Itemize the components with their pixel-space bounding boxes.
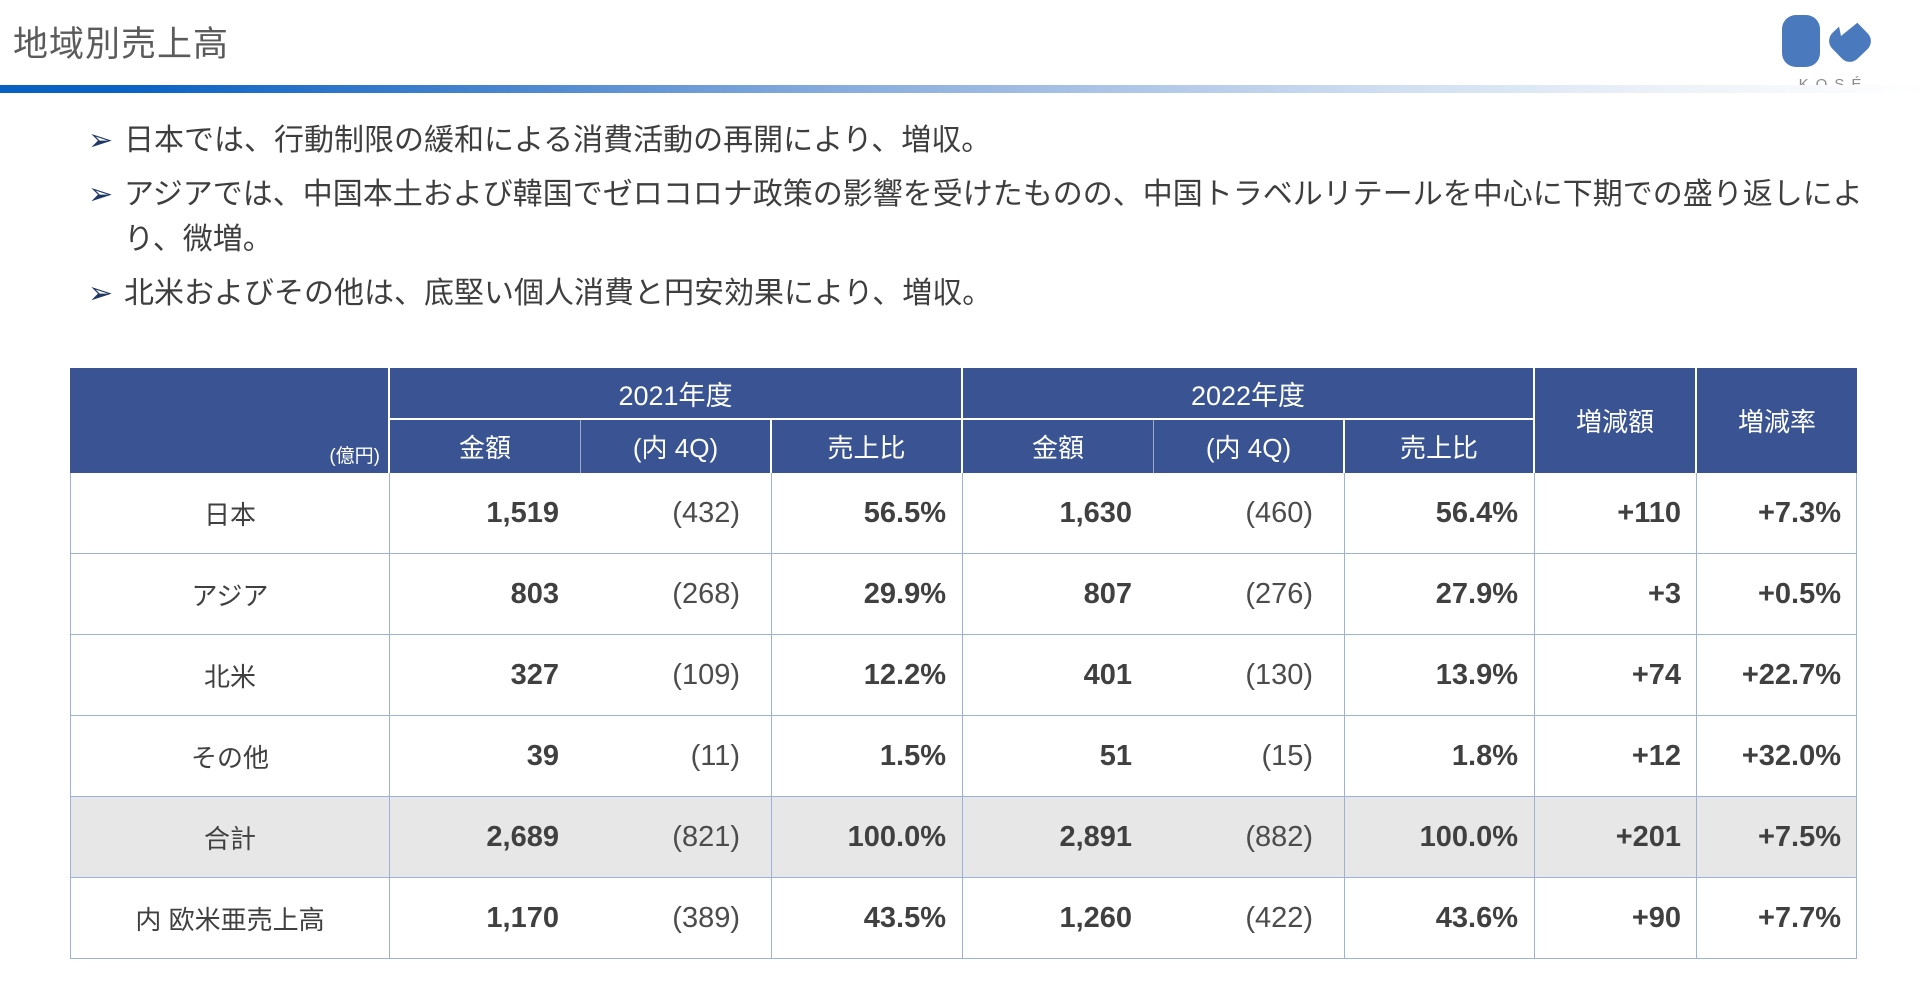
amount-2022-cell: 1,630 bbox=[963, 473, 1155, 554]
region-cell: 日本 bbox=[70, 473, 390, 554]
q4-2021-cell: (11) bbox=[581, 716, 772, 797]
region-cell: その他 bbox=[70, 716, 390, 797]
change-amount-cell: +3 bbox=[1535, 554, 1698, 635]
q4-2021-cell: (821) bbox=[581, 797, 772, 878]
amount-2022-cell: 401 bbox=[963, 635, 1155, 716]
q4-2022-cell: (276) bbox=[1154, 554, 1346, 635]
amount-2021-cell: 1,519 bbox=[390, 473, 581, 554]
region-cell: 北米 bbox=[70, 635, 390, 716]
amount-2021-cell: 327 bbox=[390, 635, 581, 716]
region-cell: 内 欧米亜売上高 bbox=[70, 878, 390, 959]
arrow-bullet-icon: ➢ bbox=[88, 277, 114, 310]
bullet-text: 日本では、行動制限の緩和による消費活動の再開により、増収。 bbox=[124, 124, 992, 157]
unit-label: (億円) bbox=[329, 446, 380, 467]
summary-bullets: ➢ 日本では、行動制限の緩和による消費活動の再開により、増収。 ➢ アジアでは、… bbox=[88, 118, 1888, 325]
q4-2022-cell: (460) bbox=[1154, 473, 1346, 554]
amount-2021-cell: 1,170 bbox=[390, 878, 581, 959]
kose-logo-icon bbox=[1782, 12, 1871, 67]
change-amount-cell: +201 bbox=[1535, 797, 1698, 878]
ratio-2022-cell: 100.0% bbox=[1345, 797, 1536, 878]
amount-2021-cell: 2,689 bbox=[390, 797, 581, 878]
bullet-japan: ➢ 日本では、行動制限の緩和による消費活動の再開により、増収。 bbox=[88, 118, 1888, 163]
change-rate-cell: +7.3% bbox=[1697, 473, 1858, 554]
bullet-north-america: ➢ 北米およびその他は、底堅い個人消費と円安効果により、増収。 bbox=[88, 271, 1888, 316]
ratio-2021-cell: 29.9% bbox=[772, 554, 964, 635]
header-row-years: (億円) 2021年度 2022年度 増減額 増減率 bbox=[70, 368, 1858, 473]
q4-2022-cell: (882) bbox=[1154, 797, 1346, 878]
q4-2021-cell: (432) bbox=[581, 473, 772, 554]
table-row-total: 合計 2,689 (821) 100.0% 2,891 (882) 100.0%… bbox=[70, 797, 1858, 878]
kose-logo: KOSÉ bbox=[1776, 12, 1884, 93]
q4-header-2022: (内 4Q) bbox=[1154, 420, 1346, 473]
amount-2022-cell: 1,260 bbox=[963, 878, 1155, 959]
amount-header-2022: 金額 bbox=[963, 420, 1155, 473]
q4-2021-cell: (109) bbox=[581, 635, 772, 716]
fy2022-header: 2022年度 bbox=[963, 368, 1536, 420]
table-row-japan: 日本 1,519 (432) 56.5% 1,630 (460) 56.4% +… bbox=[70, 473, 1858, 554]
change-rate-header: 増減率 bbox=[1697, 368, 1858, 473]
ratio-2022-cell: 13.9% bbox=[1345, 635, 1536, 716]
q4-2021-cell: (389) bbox=[581, 878, 772, 959]
change-rate-cell: +0.5% bbox=[1697, 554, 1858, 635]
change-amount-header: 増減額 bbox=[1535, 368, 1698, 473]
q4-2022-cell: (422) bbox=[1154, 878, 1346, 959]
table-row-other: その他 39 (11) 1.5% 51 (15) 1.8% +12 +32.0% bbox=[70, 716, 1858, 797]
change-amount-cell: +12 bbox=[1535, 716, 1698, 797]
amount-2021-cell: 803 bbox=[390, 554, 581, 635]
table-row-north-america: 北米 327 (109) 12.2% 401 (130) 13.9% +74 +… bbox=[70, 635, 1858, 716]
header-row-sub: 金額 (内 4Q) 売上比 金額 (内 4Q) 売上比 bbox=[70, 420, 1857, 473]
change-amount-cell: +90 bbox=[1535, 878, 1698, 959]
ratio-2022-cell: 56.4% bbox=[1345, 473, 1536, 554]
arrow-bullet-icon: ➢ bbox=[88, 124, 114, 157]
amount-2022-cell: 2,891 bbox=[963, 797, 1155, 878]
ratio-2021-cell: 100.0% bbox=[772, 797, 964, 878]
bullet-asia: ➢ アジアでは、中国本土および韓国でゼロコロナ政策の影響を受けたものの、中国トラ… bbox=[88, 172, 1888, 262]
data-table: (億円) 2021年度 2022年度 増減額 増減率 金額 (内 4Q) 売上比… bbox=[70, 368, 1858, 959]
ratio-2022-cell: 43.6% bbox=[1345, 878, 1536, 959]
change-amount-cell: +110 bbox=[1535, 473, 1698, 554]
bullet-text: 北米およびその他は、底堅い個人消費と円安効果により、増収。 bbox=[124, 277, 993, 310]
change-amount-cell: +74 bbox=[1535, 635, 1698, 716]
table-row-euramerica-asia: 内 欧米亜売上高 1,170 (389) 43.5% 1,260 (422) 4… bbox=[70, 878, 1858, 959]
amount-2021-cell: 39 bbox=[390, 716, 581, 797]
ratio-header-2021: 売上比 bbox=[772, 420, 964, 473]
region-cell: 合計 bbox=[70, 797, 390, 878]
ratio-2022-cell: 27.9% bbox=[1345, 554, 1536, 635]
ratio-header-2022: 売上比 bbox=[1345, 420, 1536, 473]
bullet-text: アジアでは、中国本土および韓国でゼロコロナ政策の影響を受けたものの、中国トラベル… bbox=[124, 178, 1863, 256]
change-rate-cell: +22.7% bbox=[1697, 635, 1858, 716]
fy2021-header: 2021年度 bbox=[390, 368, 964, 420]
change-rate-cell: +32.0% bbox=[1697, 716, 1858, 797]
ratio-2021-cell: 43.5% bbox=[772, 878, 964, 959]
amount-2022-cell: 807 bbox=[963, 554, 1155, 635]
ratio-2021-cell: 12.2% bbox=[772, 635, 964, 716]
q4-2022-cell: (130) bbox=[1154, 635, 1346, 716]
ratio-2021-cell: 1.5% bbox=[772, 716, 964, 797]
sales-by-region-table: (億円) 2021年度 2022年度 増減額 増減率 金額 (内 4Q) 売上比… bbox=[70, 368, 1858, 959]
region-header-cell: (億円) bbox=[70, 368, 390, 473]
title-accent-bar bbox=[0, 85, 1926, 93]
q4-2022-cell: (15) bbox=[1154, 716, 1346, 797]
page-title: 地域別売上高 bbox=[13, 25, 230, 64]
arrow-bullet-icon: ➢ bbox=[88, 178, 114, 211]
ratio-2021-cell: 56.5% bbox=[772, 473, 964, 554]
change-rate-cell: +7.7% bbox=[1697, 878, 1858, 959]
q4-header-2021: (内 4Q) bbox=[581, 420, 772, 473]
amount-2022-cell: 51 bbox=[963, 716, 1155, 797]
q4-2021-cell: (268) bbox=[581, 554, 772, 635]
amount-header-2021: 金額 bbox=[390, 420, 581, 473]
ratio-2022-cell: 1.8% bbox=[1345, 716, 1536, 797]
table-row-asia: アジア 803 (268) 29.9% 807 (276) 27.9% +3 +… bbox=[70, 554, 1858, 635]
change-rate-cell: +7.5% bbox=[1697, 797, 1858, 878]
region-cell: アジア bbox=[70, 554, 390, 635]
